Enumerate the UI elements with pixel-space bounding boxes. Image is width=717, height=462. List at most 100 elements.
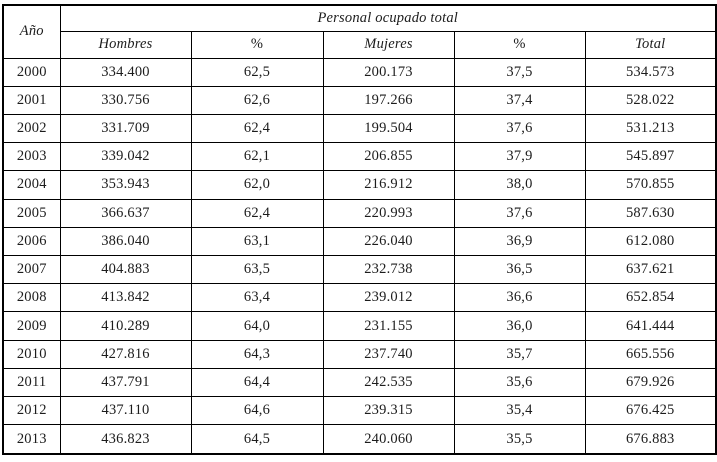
data-cell: 239.012 xyxy=(322,283,455,313)
table-row: 2009 410.289 64,0 231.155 36,0 641.444 xyxy=(2,311,717,341)
data-cell: 64,6 xyxy=(190,396,324,426)
data-cell: 334.400 xyxy=(59,57,192,87)
table-header: Año Personal ocupado total Hombres % Muj… xyxy=(2,4,717,59)
data-cell: 62,1 xyxy=(190,142,324,172)
data-cell: 35,7 xyxy=(453,339,586,369)
data-cell: 199.504 xyxy=(322,113,455,144)
data-cell: 206.855 xyxy=(322,142,455,172)
data-cell: 63,4 xyxy=(190,283,324,313)
data-cell: 545.897 xyxy=(584,142,717,172)
year-column-header: Año xyxy=(2,4,61,59)
data-cell: 531.213 xyxy=(584,113,717,144)
table-row: 2002 331.709 62,4 199.504 37,6 531.213 xyxy=(2,113,717,144)
employment-table: Año Personal ocupado total Hombres % Muj… xyxy=(2,4,717,455)
data-cell: 437.791 xyxy=(59,367,192,398)
data-cell: 652.854 xyxy=(584,283,717,313)
data-cell: 410.289 xyxy=(59,311,192,341)
table-row: 2004 353.943 62,0 216.912 38,0 570.855 xyxy=(2,170,717,200)
table-row: 2007 404.883 63,5 232.738 36,5 637.621 xyxy=(2,255,717,285)
column-header-percent-mujeres: % xyxy=(453,30,586,59)
data-cell: 237.740 xyxy=(322,339,455,369)
table-row: 2010 427.816 64,3 237.740 35,7 665.556 xyxy=(2,339,717,369)
data-cell: 62,4 xyxy=(190,198,324,228)
data-cell: 386.040 xyxy=(59,226,192,257)
data-cell: 36,6 xyxy=(453,283,586,313)
data-cell: 62,5 xyxy=(190,57,324,87)
year-cell: 2000 xyxy=(2,57,61,87)
data-cell: 62,0 xyxy=(190,170,324,200)
data-cell: 436.823 xyxy=(59,424,192,455)
data-cell: 63,5 xyxy=(190,255,324,285)
data-cell: 64,5 xyxy=(190,424,324,455)
year-cell: 2003 xyxy=(2,142,61,172)
table-body: 2000 334.400 62,5 200.173 37,5 534.573 2001 330… xyxy=(2,57,717,455)
data-cell: 226.040 xyxy=(322,226,455,257)
year-cell: 2005 xyxy=(2,198,61,228)
data-cell: 200.173 xyxy=(322,57,455,87)
data-cell: 38,0 xyxy=(453,170,586,200)
data-cell: 37,4 xyxy=(453,85,586,115)
data-cell: 37,6 xyxy=(453,113,586,144)
data-cell: 570.855 xyxy=(584,170,717,200)
data-cell: 366.637 xyxy=(59,198,192,228)
table-row: 2008 413.842 63,4 239.012 36,6 652.854 xyxy=(2,283,717,313)
data-cell: 612.080 xyxy=(584,226,717,257)
group-header-row: Año Personal ocupado total xyxy=(2,4,717,59)
data-cell: 404.883 xyxy=(59,255,192,285)
data-cell: 339.042 xyxy=(59,142,192,172)
year-cell: 2006 xyxy=(2,226,61,257)
table-row: 2011 437.791 64,4 242.535 35,6 679.926 xyxy=(2,367,717,398)
data-cell: 676.425 xyxy=(584,396,717,426)
table-row: 2006 386.040 63,1 226.040 36,9 612.080 xyxy=(2,226,717,257)
data-cell: 676.883 xyxy=(584,424,717,455)
data-cell: 637.621 xyxy=(584,255,717,285)
year-cell: 2009 xyxy=(2,311,61,341)
year-cell: 2008 xyxy=(2,283,61,313)
data-cell: 240.060 xyxy=(322,424,455,455)
year-cell: 2012 xyxy=(2,396,61,426)
data-cell: 36,0 xyxy=(453,311,586,341)
data-cell: 35,4 xyxy=(453,396,586,426)
table-row: 2005 366.637 62,4 220.993 37,6 587.630 xyxy=(2,198,717,228)
data-cell: 37,5 xyxy=(453,57,586,87)
data-cell: 437.110 xyxy=(59,396,192,426)
data-cell: 64,4 xyxy=(190,367,324,398)
table-row: 2012 437.110 64,6 239.315 35,4 676.425 xyxy=(2,396,717,426)
data-cell: 37,9 xyxy=(453,142,586,172)
data-cell: 427.816 xyxy=(59,339,192,369)
table-row: 2003 339.042 62,1 206.855 37,9 545.897 xyxy=(2,142,717,172)
year-cell: 2011 xyxy=(2,367,61,398)
data-cell: 242.535 xyxy=(322,367,455,398)
data-cell: 239.315 xyxy=(322,396,455,426)
data-cell: 62,4 xyxy=(190,113,324,144)
column-header-total: Total xyxy=(584,30,717,59)
data-cell: 665.556 xyxy=(584,339,717,369)
data-cell: 641.444 xyxy=(584,311,717,341)
data-cell: 413.842 xyxy=(59,283,192,313)
data-cell: 35,6 xyxy=(453,367,586,398)
data-cell: 62,6 xyxy=(190,85,324,115)
data-cell: 587.630 xyxy=(584,198,717,228)
data-cell: 64,3 xyxy=(190,339,324,369)
data-cell: 220.993 xyxy=(322,198,455,228)
year-cell: 2002 xyxy=(2,113,61,144)
data-cell: 35,5 xyxy=(453,424,586,455)
year-cell: 2013 xyxy=(2,424,61,455)
column-header-mujeres: Mujeres xyxy=(322,30,455,59)
data-cell: 37,6 xyxy=(453,198,586,228)
data-cell: 353.943 xyxy=(59,170,192,200)
data-cell: 534.573 xyxy=(584,57,717,87)
table-row: 2013 436.823 64,5 240.060 35,5 676.883 xyxy=(2,424,717,455)
data-cell: 64,0 xyxy=(190,311,324,341)
table-row: 2000 334.400 62,5 200.173 37,5 534.573 xyxy=(2,57,717,87)
data-cell: 330.756 xyxy=(59,85,192,115)
year-cell: 2010 xyxy=(2,339,61,369)
table-row: 2001 330.756 62,6 197.266 37,4 528.022 xyxy=(2,85,717,115)
column-header-hombres: Hombres xyxy=(59,30,192,59)
data-cell: 197.266 xyxy=(322,85,455,115)
data-cell: 232.738 xyxy=(322,255,455,285)
data-cell: 331.709 xyxy=(59,113,192,144)
data-cell: 679.926 xyxy=(584,367,717,398)
data-cell: 36,5 xyxy=(453,255,586,285)
year-cell: 2004 xyxy=(2,170,61,200)
